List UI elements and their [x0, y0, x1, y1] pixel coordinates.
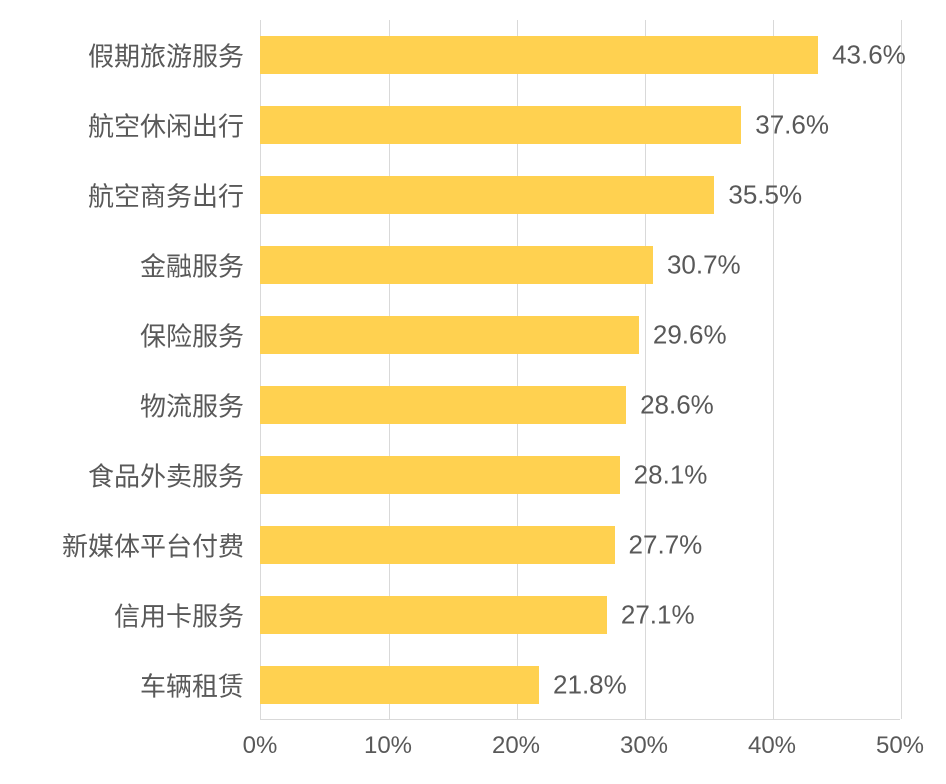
x-axis-label: 50% [876, 732, 924, 760]
category-label: 金融服务 [140, 247, 244, 284]
x-axis-label: 40% [748, 732, 796, 760]
bar [260, 666, 539, 704]
category-label: 信用卡服务 [114, 597, 244, 634]
x-axis-label: 20% [492, 732, 540, 760]
category-label: 假期旅游服务 [88, 37, 244, 74]
bar [260, 596, 607, 634]
bar [260, 456, 620, 494]
value-label: 29.6% [653, 320, 727, 351]
bar [260, 246, 653, 284]
category-label: 物流服务 [140, 387, 244, 424]
x-axis-label: 30% [620, 732, 668, 760]
category-label: 车辆租赁 [140, 667, 244, 704]
x-axis-label: 0% [243, 732, 278, 760]
bar [260, 36, 818, 74]
value-label: 28.6% [640, 390, 714, 421]
category-label: 新媒体平台付费 [62, 527, 244, 564]
x-axis-label: 10% [364, 732, 412, 760]
category-label: 食品外卖服务 [88, 457, 244, 494]
value-label: 37.6% [755, 110, 829, 141]
category-label: 航空休闲出行 [88, 107, 244, 144]
category-label: 航空商务出行 [88, 177, 244, 214]
bar [260, 316, 639, 354]
value-label: 43.6% [832, 40, 906, 71]
value-label: 28.1% [634, 460, 708, 491]
horizontal-bar-chart: 0% 10% 20% 30% 40% 50% 假期旅游服务 43.6% 航空休闲出行 37.6% 航… [0, 0, 946, 784]
bar [260, 526, 615, 564]
bar [260, 176, 714, 214]
value-label: 21.8% [553, 670, 627, 701]
gridline [901, 20, 902, 719]
value-label: 27.1% [621, 600, 695, 631]
category-label: 保险服务 [140, 317, 244, 354]
value-label: 27.7% [629, 530, 703, 561]
value-label: 35.5% [728, 180, 802, 211]
bar [260, 106, 741, 144]
value-label: 30.7% [667, 250, 741, 281]
bar [260, 386, 626, 424]
